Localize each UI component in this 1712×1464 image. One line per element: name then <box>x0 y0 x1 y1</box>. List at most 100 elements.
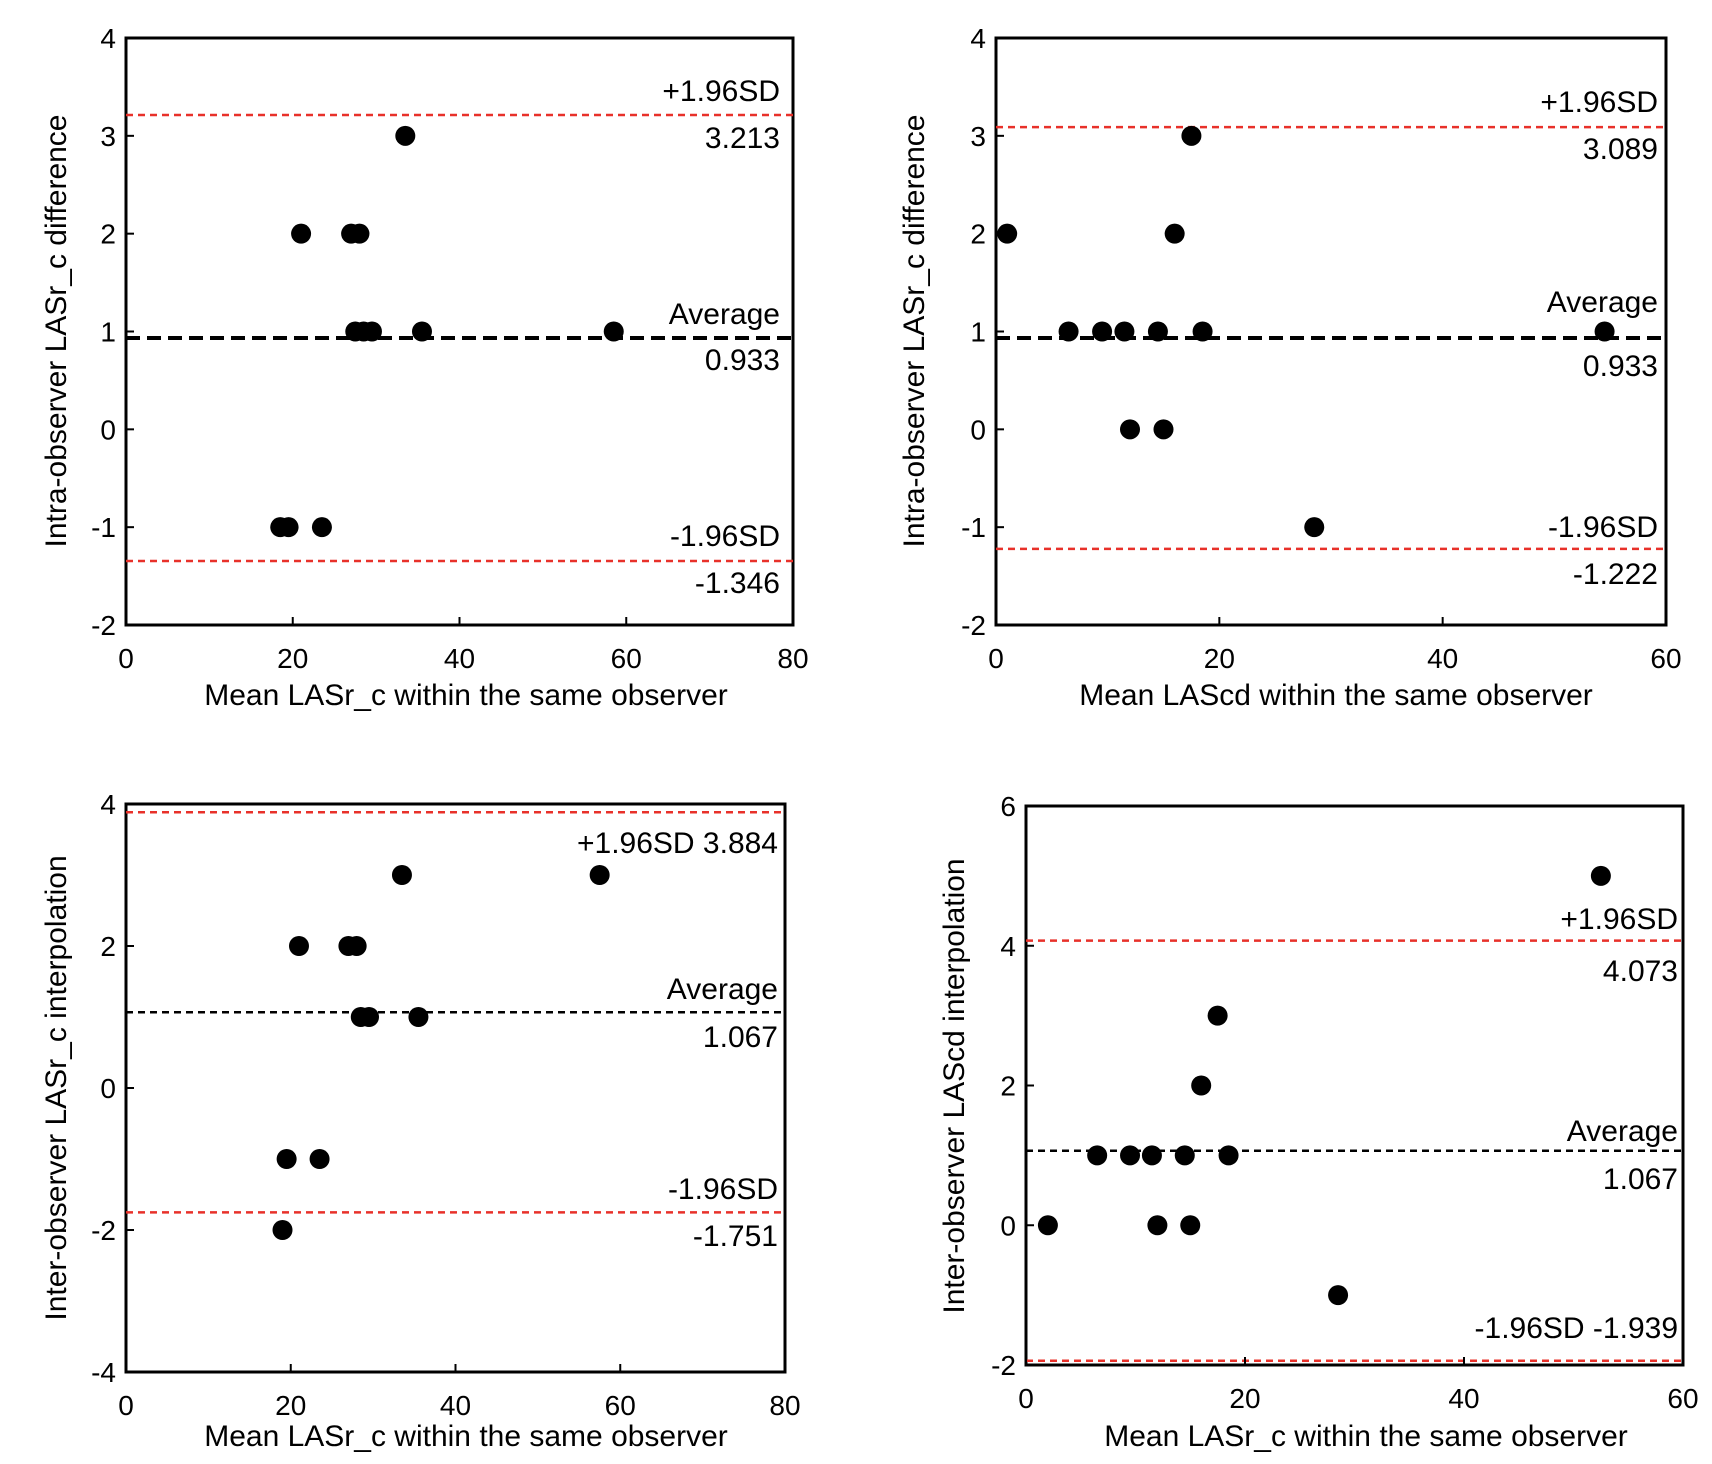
ref-label-lower-value: -1.222 <box>1573 558 1658 591</box>
y-tick-label: -2 <box>91 610 116 641</box>
y-tick-label: 0 <box>100 1073 116 1104</box>
x-ticks: 0 20 40 60 <box>988 617 1682 674</box>
x-tick-label: 40 <box>444 643 475 674</box>
data-point <box>1590 865 1611 886</box>
x-tick-label: 20 <box>275 1390 306 1421</box>
y-tick-label: 2 <box>970 219 986 250</box>
y-tick-label: -2 <box>991 1350 1016 1381</box>
ref-label-upper-name: +1.96SD <box>662 75 780 108</box>
y-tick-label: 3 <box>100 121 116 152</box>
y-axis-title: Intra-observer LASr_c difference <box>898 115 931 548</box>
panel-d: +1.96SD 4.073 Average 1.067 -1.96SD -1.9… <box>938 791 1699 1453</box>
y-tick-label: -2 <box>91 1215 116 1246</box>
data-point <box>288 936 309 956</box>
data-point <box>1120 1145 1141 1166</box>
data-point <box>1180 1215 1201 1236</box>
data-point <box>1191 1075 1212 1096</box>
y-ticks: -2 -1 0 1 2 3 4 <box>961 23 1004 641</box>
data-point <box>411 321 432 342</box>
data-point <box>997 223 1018 244</box>
x-tick-label: 0 <box>1018 1383 1034 1414</box>
ref-label-lower-name: -1.96SD <box>670 520 780 553</box>
y-tick-label: 1 <box>970 317 986 348</box>
y-axis-title: Inter-observer LASr_c interpolation <box>40 855 73 1320</box>
x-tick-label: 80 <box>777 643 808 674</box>
data-points <box>1037 865 1611 1306</box>
data-points <box>997 125 1615 538</box>
data-point <box>276 1149 297 1169</box>
y-tick-label: 2 <box>100 219 116 250</box>
ref-label-lower-value: -1.346 <box>695 567 780 600</box>
x-tick-label: 60 <box>605 1390 636 1421</box>
data-point <box>349 223 370 244</box>
x-ticks: 0 20 40 60 <box>1018 1357 1699 1414</box>
data-point <box>1153 419 1174 440</box>
ref-label-average-name: Average <box>1547 286 1658 319</box>
y-ticks: -2 -1 0 1 2 3 4 <box>91 23 134 641</box>
ref-label-lower-name: -1.96SD <box>668 1173 778 1206</box>
y-tick-label: 6 <box>1000 791 1016 822</box>
data-point <box>1087 1145 1108 1166</box>
data-point <box>1174 1145 1195 1166</box>
x-tick-label: 20 <box>1229 1383 1260 1414</box>
data-point <box>395 125 416 146</box>
ref-label-lower-name: -1.96SD -1.939 <box>1475 1312 1678 1345</box>
x-tick-label: 80 <box>769 1390 800 1421</box>
y-tick-label: 0 <box>970 414 986 445</box>
data-point <box>1164 223 1185 244</box>
data-point <box>589 865 610 885</box>
y-axis-title: Intra-observer LASr_c difference <box>40 115 73 548</box>
data-point <box>1037 1215 1058 1236</box>
data-point <box>1328 1285 1349 1306</box>
ref-label-lower-value: -1.751 <box>693 1220 778 1253</box>
y-ticks: -2 0 2 4 6 <box>991 791 1034 1381</box>
plot-frame <box>1024 804 1685 1367</box>
panel-c: +1.96SD 3.884 Average 1.067 -1.96SD -1.7… <box>40 789 801 1453</box>
ref-label-upper-name: +1.96SD 3.884 <box>577 827 778 860</box>
x-tick-label: 60 <box>1667 1383 1698 1414</box>
x-axis-title: Mean LASr_c within the same observer <box>1104 1420 1628 1453</box>
panel-a: +1.96SD 3.213 Average 0.933 -1.96SD -1.3… <box>40 23 809 712</box>
x-tick-label: 60 <box>611 643 642 674</box>
data-point <box>291 223 312 244</box>
data-point <box>408 1007 429 1027</box>
x-axis-title: Mean LAScd within the same observer <box>1079 679 1593 712</box>
ref-label-upper-value: 3.213 <box>705 122 780 155</box>
x-tick-label: 40 <box>1448 1383 1479 1414</box>
x-tick-label: 40 <box>440 1390 471 1421</box>
data-point <box>359 1007 380 1027</box>
ref-label-average-name: Average <box>669 298 780 331</box>
data-points <box>270 125 624 538</box>
y-tick-label: 0 <box>1000 1210 1016 1241</box>
x-ticks: 0 20 40 60 80 <box>118 617 809 674</box>
x-axis-title: Mean LASr_c within the same observer <box>204 1420 728 1453</box>
data-point <box>1304 517 1325 538</box>
x-tick-label: 0 <box>118 1390 134 1421</box>
data-point <box>603 321 624 342</box>
data-point <box>1147 321 1168 342</box>
data-point <box>361 321 382 342</box>
data-point <box>311 517 332 538</box>
data-point <box>1120 419 1140 440</box>
y-axis-title: Inter-observer LAScd interpolation <box>938 858 971 1313</box>
x-tick-label: 20 <box>277 643 308 674</box>
ref-label-average-value: 0.933 <box>705 344 780 377</box>
ref-label-upper-name: +1.96SD <box>1560 903 1678 936</box>
panel-b: +1.96SD 3.089 Average 0.933 -1.96SD -1.2… <box>898 23 1682 712</box>
data-point <box>309 1149 330 1169</box>
data-point <box>1192 321 1213 342</box>
ref-label-upper-name: +1.96SD <box>1540 86 1658 119</box>
reference-labels: +1.96SD 3.213 Average 0.933 -1.96SD -1.3… <box>662 75 780 600</box>
data-point <box>1114 321 1135 342</box>
ref-label-upper-value: 4.073 <box>1603 955 1678 988</box>
y-tick-label: -1 <box>961 512 986 543</box>
data-point <box>1147 1215 1168 1236</box>
reference-lines <box>126 810 785 1214</box>
y-tick-label: 2 <box>1000 1071 1016 1102</box>
reference-labels: +1.96SD 3.089 Average 0.933 -1.96SD -1.2… <box>1540 86 1658 591</box>
y-tick-label: 1 <box>100 317 116 348</box>
data-points <box>272 865 610 1240</box>
x-tick-label: 0 <box>988 643 1004 674</box>
y-ticks: -4 -2 0 2 4 <box>91 789 134 1388</box>
